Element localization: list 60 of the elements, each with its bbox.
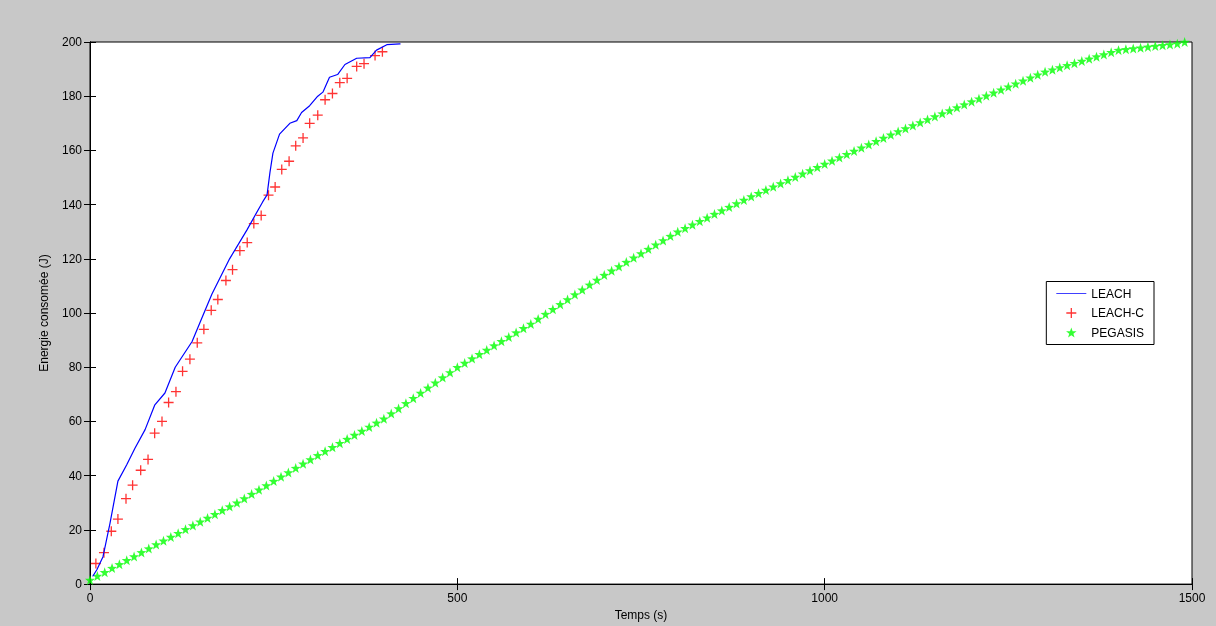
point xyxy=(319,94,331,106)
point xyxy=(135,464,147,476)
y-tick-label: 60 xyxy=(68,414,83,429)
point xyxy=(248,217,260,230)
legend-label: PEGASIS xyxy=(1091,325,1144,340)
y-axis-title: Energie consomée (J) xyxy=(37,254,51,372)
y-tick-label: 200 xyxy=(61,35,83,49)
point xyxy=(226,264,239,276)
legend-label: LEACH-C xyxy=(1091,306,1145,320)
point xyxy=(276,163,288,176)
y-tick-label: 180 xyxy=(61,89,83,104)
point xyxy=(156,415,168,428)
x-axis-title: Temps (s) xyxy=(614,608,668,622)
point xyxy=(220,274,232,287)
x-tick-label: 0 xyxy=(86,591,94,606)
point xyxy=(198,323,210,335)
point xyxy=(290,140,302,152)
point xyxy=(255,209,267,222)
point xyxy=(334,77,346,89)
point xyxy=(162,396,175,409)
y-tick-label: 100 xyxy=(61,306,83,321)
point xyxy=(234,245,246,257)
point xyxy=(297,132,309,144)
point xyxy=(126,479,139,491)
x-tick-label: 500 xyxy=(447,591,468,606)
x-tick-label: 1000 xyxy=(811,591,839,606)
y-tick-label: 140 xyxy=(61,197,83,212)
x-tick-label: 1500 xyxy=(1178,591,1206,606)
point xyxy=(351,60,363,73)
legend-label: LEACH xyxy=(1091,286,1132,301)
point xyxy=(105,525,117,537)
point xyxy=(312,109,324,121)
y-tick-label: 80 xyxy=(68,360,83,375)
point xyxy=(304,117,316,129)
point xyxy=(376,46,389,58)
point xyxy=(112,513,124,525)
y-tick-label: 0 xyxy=(75,577,83,592)
point xyxy=(120,493,132,505)
point xyxy=(262,189,275,201)
point xyxy=(149,427,161,439)
point xyxy=(176,365,189,377)
point xyxy=(142,453,154,466)
point xyxy=(184,353,196,365)
point xyxy=(341,72,353,84)
point xyxy=(191,337,203,349)
point xyxy=(98,547,110,559)
point xyxy=(212,293,224,306)
point xyxy=(358,58,370,70)
y-tick-label: 120 xyxy=(61,251,83,266)
point xyxy=(241,236,253,249)
point xyxy=(269,181,281,193)
point xyxy=(283,155,295,167)
point xyxy=(369,49,381,62)
y-tick-label: 40 xyxy=(68,468,83,483)
point xyxy=(326,87,339,100)
point xyxy=(170,386,182,398)
y-tick-label: 20 xyxy=(68,522,83,537)
y-tick-label: 160 xyxy=(61,143,83,158)
point xyxy=(205,304,217,316)
point xyxy=(90,557,102,570)
